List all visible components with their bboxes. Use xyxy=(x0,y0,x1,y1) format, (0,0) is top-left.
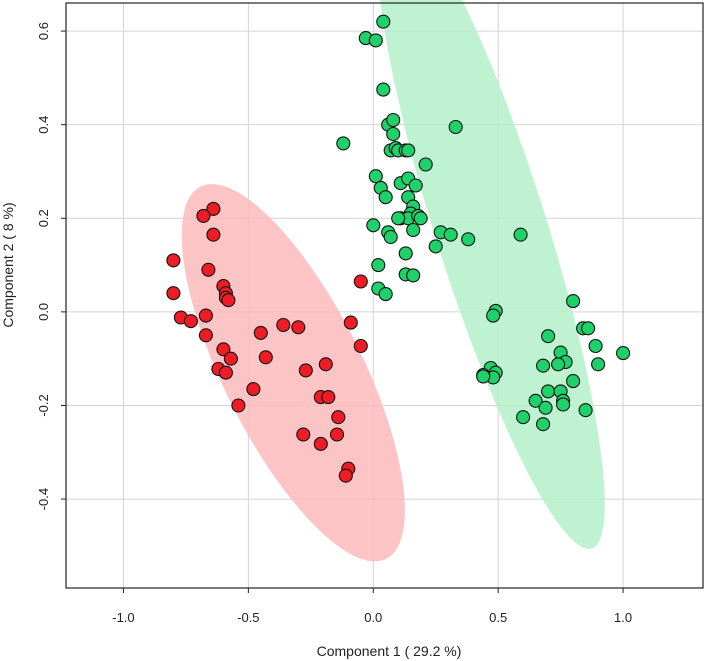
red-point xyxy=(223,351,238,366)
green-point xyxy=(371,258,386,273)
red-point xyxy=(206,201,221,216)
green-point xyxy=(588,338,603,354)
y-tick-label: 0.6 xyxy=(36,22,51,40)
red-point xyxy=(343,315,358,330)
red-point xyxy=(216,342,231,357)
red-point xyxy=(338,468,353,483)
green-point xyxy=(383,229,398,245)
x-tick-label: 0.0 xyxy=(364,610,382,625)
green-point xyxy=(368,33,383,48)
green-point xyxy=(541,384,556,399)
data-points xyxy=(166,14,631,483)
green-point xyxy=(368,169,383,184)
red-point xyxy=(198,308,213,323)
green-point xyxy=(366,218,381,233)
red-point xyxy=(166,253,181,268)
red-point xyxy=(201,262,216,277)
red-point xyxy=(218,365,233,380)
red-point xyxy=(353,274,368,289)
red-point xyxy=(253,325,268,340)
green-point xyxy=(566,374,581,389)
group-ellipses xyxy=(181,0,605,562)
y-tick-label: 0.0 xyxy=(36,303,51,321)
red-point xyxy=(313,436,328,451)
red-point xyxy=(321,390,336,405)
green-point xyxy=(578,403,593,418)
green-point xyxy=(386,126,401,142)
green-point xyxy=(413,211,428,226)
green-point xyxy=(556,397,571,412)
red-point xyxy=(291,320,306,335)
green-point xyxy=(513,227,528,242)
green-point xyxy=(376,82,391,97)
x-tick-label: -0.5 xyxy=(237,610,259,625)
red-point xyxy=(258,350,273,365)
green-point xyxy=(408,178,423,193)
green-point xyxy=(536,417,551,432)
red-point xyxy=(318,357,333,372)
green-point xyxy=(386,112,401,128)
red-point xyxy=(353,338,368,354)
green-point xyxy=(581,321,596,336)
green-point xyxy=(406,222,421,238)
red-point xyxy=(221,293,236,308)
y-tick-label: 0.4 xyxy=(36,116,51,134)
green-point xyxy=(616,346,631,361)
x-tick-label: -1.0 xyxy=(112,610,134,625)
green-point xyxy=(461,232,476,247)
red-point xyxy=(329,427,345,442)
y-tick-label: -0.2 xyxy=(36,394,51,416)
red-point xyxy=(206,227,221,242)
green-point xyxy=(551,357,566,372)
green-point xyxy=(476,369,491,384)
red-point xyxy=(296,427,311,442)
green-point xyxy=(516,410,531,425)
green-point xyxy=(406,268,421,283)
y-tick-label: -0.4 xyxy=(36,488,51,510)
green-point xyxy=(591,357,606,372)
green-point xyxy=(336,136,351,151)
red-point xyxy=(246,382,261,397)
green-point xyxy=(538,400,553,415)
red-point xyxy=(196,208,211,223)
green-point xyxy=(536,358,551,373)
green-point xyxy=(378,190,393,205)
green-point xyxy=(443,227,458,242)
red-point xyxy=(276,317,291,333)
red-point xyxy=(198,328,213,343)
green-point xyxy=(398,246,413,261)
green-point xyxy=(541,329,556,344)
red-point xyxy=(298,363,313,378)
green-point xyxy=(378,287,393,302)
y-axis-title: Component 2 ( 8 %) xyxy=(0,202,16,327)
red-point xyxy=(331,410,346,425)
green-point xyxy=(376,14,391,29)
red-point xyxy=(183,314,198,329)
green-point xyxy=(486,308,501,323)
red-point xyxy=(231,398,246,413)
green-point xyxy=(401,143,416,158)
tick-labels: -1.0 -0.5 0.0 0.5 1.0 -0.4 -0.2 0.0 0.2 0.4 0.6 xyxy=(36,22,632,625)
green-point xyxy=(428,239,443,254)
plot-frame xyxy=(61,2,704,593)
y-tick-label: 0.2 xyxy=(36,209,51,227)
green-point xyxy=(448,119,463,135)
x-axis-title: Component 1 ( 29.2 %) xyxy=(317,643,462,659)
plot-border xyxy=(65,2,704,589)
x-tick-label: 0.5 xyxy=(489,610,507,625)
x-tick-label: 1.0 xyxy=(614,610,632,625)
red-point xyxy=(166,286,181,301)
green-point xyxy=(566,294,581,309)
green-point xyxy=(418,157,433,172)
green-point xyxy=(528,393,543,408)
green-point xyxy=(391,211,406,226)
